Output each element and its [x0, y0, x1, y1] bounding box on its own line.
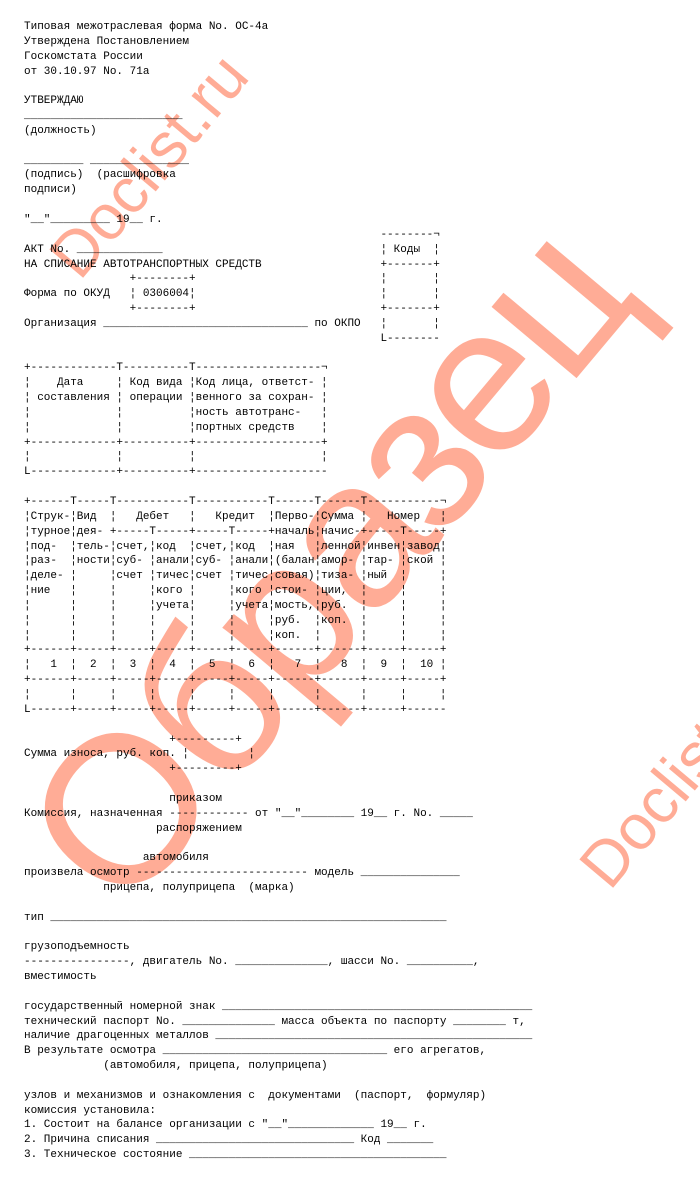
line: УТВЕРЖДАЮ — [24, 95, 83, 107]
line: +--------+ ¦ ¦ — [24, 273, 440, 285]
line: подписи) — [24, 184, 77, 196]
line: +---------+ — [24, 734, 242, 746]
line: ¦ ¦ ¦ность автотранс- ¦ — [24, 407, 328, 419]
line: +-------------+----------+--------------… — [24, 437, 328, 449]
line: технический паспорт No. ______________ м… — [24, 1016, 526, 1028]
line: ¦ ¦ ¦ ¦ ¦ ¦ ¦руб. ¦коп. ¦ ¦ ¦ — [24, 615, 446, 627]
line: ¦ ¦ ¦ ¦ ¦ ¦ ¦ ¦ ¦ ¦ ¦ — [24, 689, 446, 701]
line: ¦деле- ¦ ¦счет ¦тичес¦счет ¦тичес¦совая)… — [24, 570, 446, 582]
line: государственный номерной знак __________… — [24, 1001, 532, 1013]
line: комиссия установила: — [24, 1105, 156, 1117]
line: ¦ составления ¦ операции ¦венного за сох… — [24, 392, 328, 404]
line: ----------------, двигатель No. ________… — [24, 956, 479, 968]
line: (автомобиля, прицепа, полуприцепа) — [24, 1060, 328, 1072]
line: ¦турное¦дея- +-----T-----+-----T-----+на… — [24, 526, 446, 538]
line: ________________________ — [24, 110, 182, 122]
line: (должность) — [24, 125, 97, 137]
line: ¦Струк-¦Вид ¦ Дебет ¦ Кредит ¦Перво-¦Сум… — [24, 511, 446, 523]
line: ¦ ¦ ¦ ¦ ¦ ¦ ¦коп. ¦ ¦ ¦ ¦ — [24, 630, 446, 642]
line: +--------+ +-------+ — [24, 303, 440, 315]
line: +------+-----+-----+-----+-----+-----+--… — [24, 674, 446, 686]
line: --------¬ — [24, 229, 440, 241]
line: Комиссия, назначенная ------------ от "_… — [24, 808, 473, 820]
line: +---------+ — [24, 763, 242, 775]
line: L-------------+----------+--------------… — [24, 466, 328, 478]
line: вместимость — [24, 971, 97, 983]
line: +------T-----T-----------T-----------T--… — [24, 496, 446, 508]
line: +-------------T----------T--------------… — [24, 362, 328, 374]
line: Госкомстата России — [24, 51, 143, 63]
line: ¦под- ¦тель-¦счет,¦код ¦счет,¦код ¦ная ¦… — [24, 541, 446, 553]
line: от 30.10.97 No. 71а — [24, 66, 149, 78]
line: _________ _______________ — [24, 155, 189, 167]
line: ¦ ¦ ¦портных средств ¦ — [24, 422, 328, 434]
line: тип ____________________________________… — [24, 912, 446, 924]
line: Сумма износа, руб. коп. ¦ ¦ — [24, 748, 255, 760]
line: ¦раз- ¦ности¦суб- ¦анали¦суб- ¦анали¦(ба… — [24, 555, 446, 567]
line: Утверждена Постановлением — [24, 36, 189, 48]
line: Организация ____________________________… — [24, 318, 440, 330]
line: АКТ No. _____________ ¦ Коды ¦ — [24, 244, 440, 256]
line: ¦ Дата ¦ Код вида ¦Код лица, ответст- ¦ — [24, 377, 328, 389]
line: "__"_________ 19__ г. — [24, 214, 163, 226]
line: произвела осмотр -----------------------… — [24, 867, 460, 879]
line: НА СПИСАНИЕ АВТОТРАНСПОРТНЫХ СРЕДСТВ +--… — [24, 259, 440, 271]
line: наличие драгоценных металлов ___________… — [24, 1030, 532, 1042]
line: 2. Причина списания ____________________… — [24, 1134, 433, 1146]
line: приказом — [24, 793, 222, 805]
line: L------+-----+-----+-----+-----+-----+--… — [24, 704, 446, 716]
line: ¦ние ¦ ¦ ¦кого ¦ ¦кого ¦стои- ¦ции, ¦ ¦ … — [24, 585, 446, 597]
line: узлов и механизмов и ознакомления с доку… — [24, 1090, 486, 1102]
line: прицепа, полуприцепа (марка) — [24, 882, 295, 894]
line: +------+-----+-----+-----+-----+-----+--… — [24, 644, 446, 656]
line: автомобиля — [24, 852, 209, 864]
line: 1. Состоит на балансе организации с "__"… — [24, 1119, 427, 1131]
line: 3. Техническое состояние _______________… — [24, 1149, 446, 1161]
line: В результате осмотра ___________________… — [24, 1045, 486, 1057]
line: ¦ ¦ ¦ ¦ — [24, 451, 328, 463]
line: L-------- — [24, 333, 440, 345]
line: Типовая межотраслевая форма No. ОС-4а — [24, 21, 268, 33]
line: ¦ ¦ ¦ ¦учета¦ ¦учета¦мость,¦руб. ¦ ¦ ¦ — [24, 600, 446, 612]
line: Форма по ОКУД ¦ 0306004¦ ¦ ¦ — [24, 288, 440, 300]
line: ¦ 1 ¦ 2 ¦ 3 ¦ 4 ¦ 5 ¦ 6 ¦ 7 ¦ 8 ¦ 9 ¦ 10… — [24, 659, 446, 671]
line: грузоподъемность — [24, 941, 130, 953]
document-body: Типовая межотраслевая форма No. ОС-4а Ут… — [0, 0, 700, 1183]
line: распоряжением — [24, 823, 242, 835]
line: (подпись) (расшифровка — [24, 169, 176, 181]
